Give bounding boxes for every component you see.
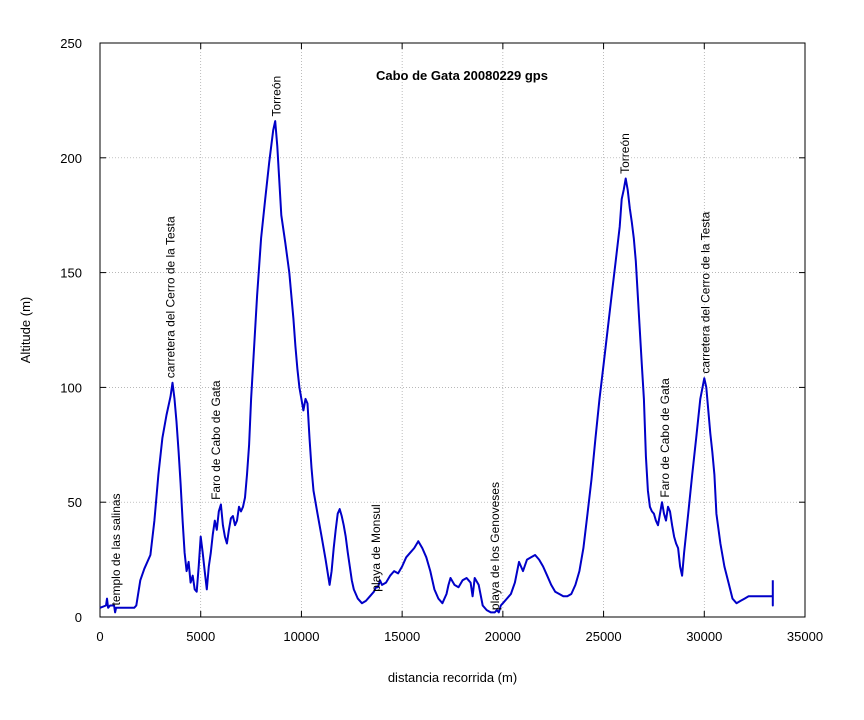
x-axis-label: distancia recorrida (m) — [388, 670, 517, 685]
annotation-label: carretera del Cerro de la Testa — [164, 216, 178, 378]
y-tick-label: 250 — [60, 36, 82, 51]
annotation-label: playa de Monsul — [369, 504, 383, 591]
y-tick-label: 200 — [60, 151, 82, 166]
y-tick-label: 50 — [68, 495, 82, 510]
annotation-label: carretera del Cerro de la Testa — [698, 211, 712, 373]
annotations: templo de las salinas carretera del Cerro… — [109, 76, 712, 610]
grid — [100, 43, 805, 617]
annotation-label: Faro de Cabo de Gata — [658, 378, 672, 498]
x-tick-label: 35000 — [787, 629, 823, 644]
plot-frame — [99, 42, 806, 618]
chart-title: Cabo de Gata 20080229 gps — [376, 68, 548, 83]
annotation-label: Torreón — [618, 133, 632, 174]
annotation-label: Torreón — [269, 76, 283, 117]
altitude-series-line — [99, 120, 774, 614]
x-tick-label: 5000 — [186, 629, 215, 644]
x-tick-label: 30000 — [686, 629, 722, 644]
annotation-label: templo de las salinas — [109, 493, 123, 605]
annotation-label: Faro de Cabo de Gata — [209, 380, 223, 500]
x-tick-label: 15000 — [384, 629, 420, 644]
y-axis-label: Altitude (m) — [18, 297, 33, 363]
axis-ticks: 0 5000 10000 15000 20000 25000 30000 35000 0 50 10… — [60, 36, 823, 644]
x-tick-label: 10000 — [283, 629, 319, 644]
x-tick-label: 20000 — [485, 629, 521, 644]
annotation-label: playa de los Genoveses — [488, 482, 502, 610]
y-tick-label: 100 — [60, 380, 82, 395]
x-tick-label: 0 — [96, 629, 103, 644]
x-tick-label: 25000 — [585, 629, 621, 644]
y-tick-label: 150 — [60, 266, 82, 281]
y-tick-label: 0 — [75, 610, 82, 625]
series-line — [99, 120, 774, 614]
